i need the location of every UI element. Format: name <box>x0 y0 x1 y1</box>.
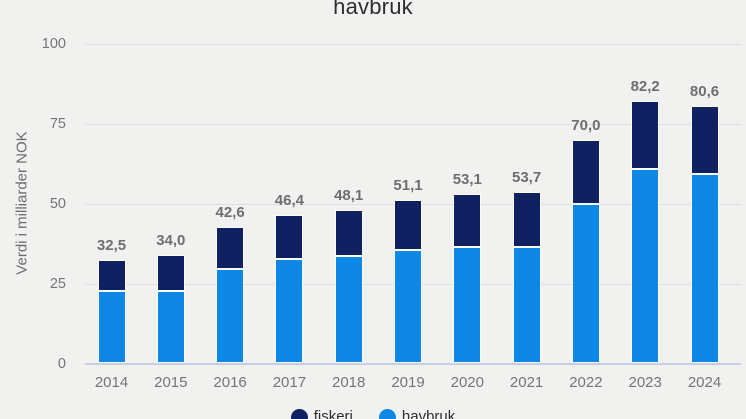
bar-segment-fiskeri-2022[interactable] <box>571 139 600 204</box>
y-tick-label-25: 25 <box>49 275 66 292</box>
x-tick-label-2022: 2022 <box>569 374 603 391</box>
legend: fiskeri havbruk <box>0 407 746 419</box>
bar-segment-havbruk-2015[interactable] <box>156 290 185 364</box>
x-tick-label-2021: 2021 <box>509 374 544 391</box>
y-tick-label-50: 50 <box>49 195 66 212</box>
bar-segment-fiskeri-2024[interactable] <box>690 106 719 175</box>
legend-swatch-havbruk-icon <box>378 409 396 419</box>
bar-2022[interactable] <box>571 139 600 364</box>
bar-segment-fiskeri-2015[interactable] <box>156 254 185 291</box>
bar-segment-fiskeri-2018[interactable] <box>334 209 363 257</box>
bar-2024[interactable] <box>690 106 719 364</box>
bar-2018[interactable] <box>334 209 363 364</box>
bar-segment-havbruk-2023[interactable] <box>631 169 660 364</box>
x-axis-baseline <box>85 362 741 365</box>
x-tick-label-2014: 2014 <box>94 374 129 391</box>
chart-title: havbruk <box>333 0 413 19</box>
legend-label-havbruk: havbruk <box>401 408 456 419</box>
x-tick-label-2024: 2024 <box>687 374 722 391</box>
bar-segment-havbruk-2022[interactable] <box>571 203 600 364</box>
value-label-2018: 48,1 <box>334 186 364 204</box>
bar-2014[interactable] <box>97 259 126 364</box>
bar-segment-havbruk-2019[interactable] <box>394 250 422 364</box>
y-tick-label-75: 75 <box>49 115 66 132</box>
value-label-2023: 82,2 <box>630 77 660 95</box>
bar-2021[interactable] <box>512 191 541 364</box>
bar-2019[interactable] <box>394 200 422 364</box>
value-label-2019: 51,1 <box>393 177 423 195</box>
x-tick-label-2017: 2017 <box>272 374 307 391</box>
value-label-2024: 80,6 <box>689 83 720 101</box>
bar-2016[interactable] <box>216 227 245 364</box>
legend-item-havbruk[interactable]: havbruk <box>378 407 456 419</box>
value-label-2020: 53,1 <box>452 170 482 188</box>
legend-label-fiskeri: fiskeri <box>313 408 353 419</box>
x-tick-label-2020: 2020 <box>450 374 484 391</box>
value-label-2015: 34,0 <box>156 231 186 249</box>
bar-segment-fiskeri-2017[interactable] <box>275 215 304 259</box>
value-label-2022: 70,0 <box>571 116 601 134</box>
x-tick-label-2015: 2015 <box>154 374 188 391</box>
x-tick-label-2023: 2023 <box>628 374 662 391</box>
bar-segment-havbruk-2021[interactable] <box>512 246 541 364</box>
x-tick-label-2019: 2019 <box>391 374 425 391</box>
bar-2017[interactable] <box>275 215 304 364</box>
bar-segment-havbruk-2017[interactable] <box>275 258 304 364</box>
value-label-2017: 46,4 <box>274 192 304 210</box>
bar-segment-havbruk-2024[interactable] <box>690 174 719 364</box>
bar-segment-fiskeri-2023[interactable] <box>631 100 660 170</box>
bar-segment-fiskeri-2019[interactable] <box>394 200 422 251</box>
x-tick-label-2018: 2018 <box>332 374 366 391</box>
bar-2020[interactable] <box>453 193 482 364</box>
legend-swatch-fiskeri-icon <box>290 409 308 419</box>
x-tick-label-2016: 2016 <box>213 374 247 391</box>
gridline-100 <box>85 44 741 46</box>
y-tick-label-0: 0 <box>57 355 66 372</box>
bar-segment-havbruk-2020[interactable] <box>453 246 482 364</box>
bar-segment-fiskeri-2014[interactable] <box>97 259 126 292</box>
bar-segment-fiskeri-2020[interactable] <box>453 193 482 247</box>
y-tick-label-100: 100 <box>41 36 66 53</box>
bar-2015[interactable] <box>156 254 185 364</box>
bar-segment-havbruk-2018[interactable] <box>334 256 363 364</box>
value-label-2021: 53,7 <box>511 168 542 186</box>
value-label-2016: 42,6 <box>215 204 245 222</box>
bar-segment-fiskeri-2016[interactable] <box>216 227 245 269</box>
gridline-75 <box>85 123 741 125</box>
legend-item-fiskeri[interactable]: fiskeri <box>290 407 353 419</box>
bar-2023[interactable] <box>631 100 660 364</box>
value-label-2014: 32,5 <box>96 236 127 254</box>
bar-segment-fiskeri-2021[interactable] <box>512 191 541 247</box>
bar-segment-havbruk-2014[interactable] <box>97 291 126 364</box>
bar-segment-havbruk-2016[interactable] <box>216 268 245 364</box>
